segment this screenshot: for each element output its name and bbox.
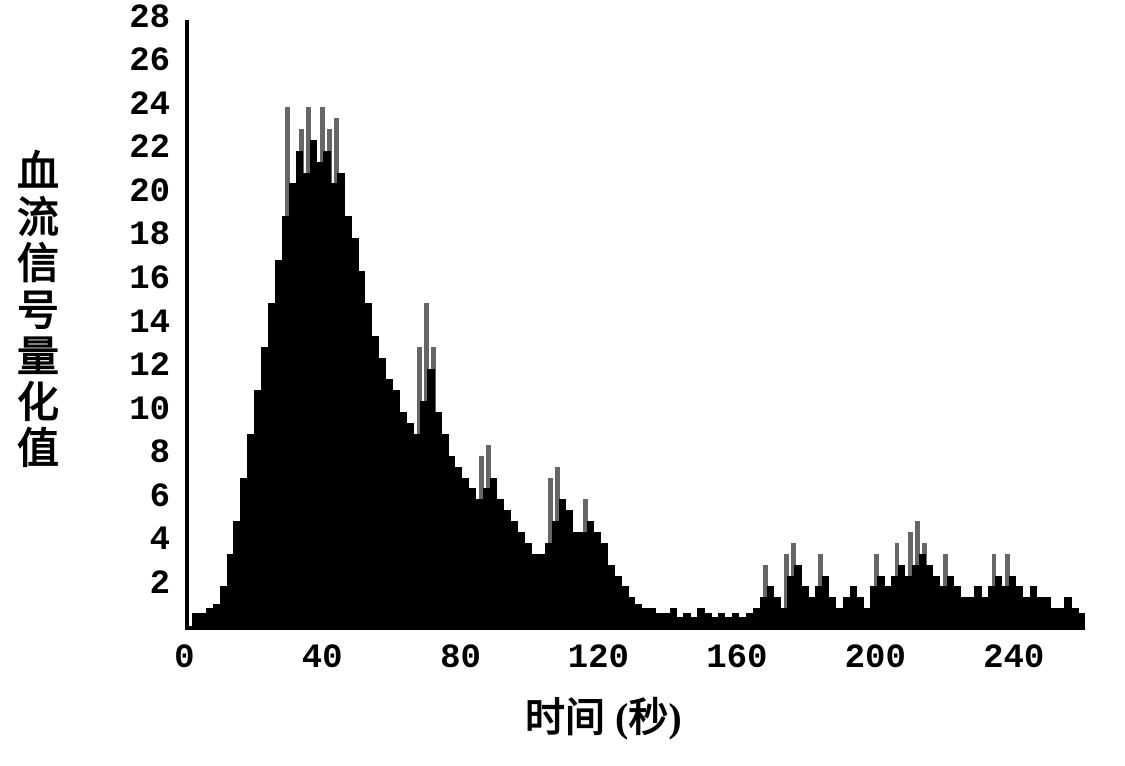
chart-bar (1078, 613, 1085, 630)
x-tick-label: 80 (440, 640, 481, 678)
y-tick-label: 28 (129, 0, 170, 38)
x-tick-label: 40 (302, 640, 343, 678)
y-tick-label: 18 (129, 217, 170, 255)
y-tick-label: 20 (129, 174, 170, 212)
y-tick-label: 26 (129, 43, 170, 81)
y-tick-label: 12 (129, 348, 170, 386)
plot-area (185, 20, 1085, 630)
x-tick-label: 240 (983, 640, 1044, 678)
chart-frame: 血流信号量化值 时间 (秒) 2468101214161820222426280… (0, 0, 1125, 766)
y-tick-label: 10 (129, 392, 170, 430)
x-tick-label: 160 (706, 640, 767, 678)
y-axis-label: 血流信号量化值 (8, 150, 68, 473)
y-tick-label: 6 (150, 479, 170, 517)
x-tick-label: 200 (845, 640, 906, 678)
y-tick-label: 2 (150, 566, 170, 604)
x-tick-label: 0 (174, 640, 194, 678)
x-tick-label: 120 (568, 640, 629, 678)
x-axis-label: 时间 (秒) (525, 685, 682, 743)
y-tick-label: 16 (129, 261, 170, 299)
y-axis-line (185, 20, 189, 630)
y-tick-label: 22 (129, 130, 170, 168)
y-tick-label: 14 (129, 305, 170, 343)
y-tick-label: 24 (129, 87, 170, 125)
y-tick-label: 8 (150, 435, 170, 473)
y-tick-label: 4 (150, 522, 170, 560)
